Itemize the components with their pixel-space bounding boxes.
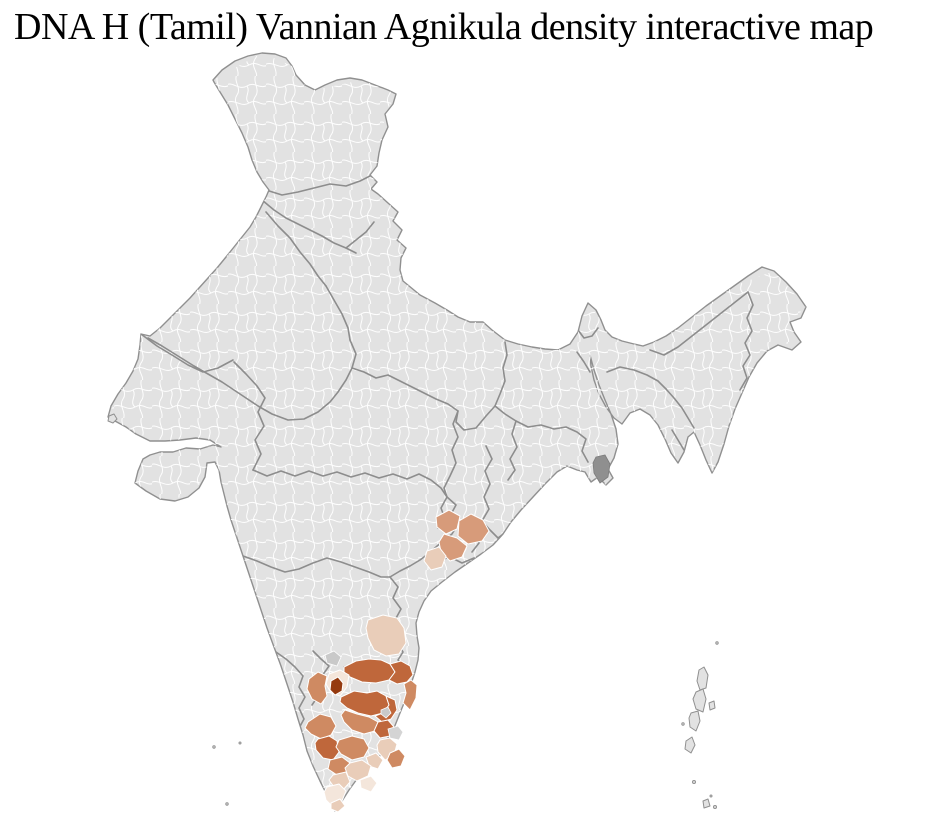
- district-shape[interactable]: [438, 533, 468, 562]
- district-shape[interactable]: [359, 775, 378, 793]
- district-shape[interactable]: [365, 614, 407, 657]
- island[interactable]: [696, 666, 709, 691]
- island[interactable]: [212, 745, 216, 749]
- gray-district-patch[interactable]: [387, 725, 404, 741]
- island[interactable]: [238, 741, 242, 745]
- district-shape[interactable]: [402, 679, 418, 711]
- highlight-districts: [304, 509, 490, 813]
- delta-dark-patch: [592, 454, 611, 484]
- island[interactable]: [715, 641, 719, 645]
- district-shape[interactable]: [344, 759, 372, 782]
- page-title: DNA H (Tamil) Vannian Agnikula density i…: [14, 6, 874, 48]
- district-shape[interactable]: [306, 671, 328, 705]
- island[interactable]: [107, 413, 118, 424]
- district-shape[interactable]: [423, 546, 447, 571]
- district-shape[interactable]: [335, 735, 370, 761]
- island[interactable]: [692, 688, 707, 713]
- island[interactable]: [692, 780, 696, 784]
- gray-district-patch[interactable]: [380, 706, 392, 719]
- island[interactable]: [702, 798, 711, 809]
- district-shape[interactable]: [457, 513, 490, 545]
- island[interactable]: [708, 700, 716, 711]
- district-shape[interactable]: [386, 748, 406, 769]
- island[interactable]: [713, 805, 717, 809]
- district-shape[interactable]: [329, 676, 344, 696]
- neutral-patches: [324, 454, 611, 741]
- district-shape[interactable]: [435, 509, 461, 535]
- district-shape[interactable]: [304, 713, 337, 740]
- island-chains: [107, 413, 719, 809]
- district-shape[interactable]: [340, 709, 379, 735]
- island[interactable]: [684, 736, 696, 754]
- district-shape[interactable]: [330, 798, 346, 813]
- island[interactable]: [681, 722, 685, 726]
- gray-district-patch[interactable]: [324, 650, 342, 667]
- island[interactable]: [709, 794, 713, 798]
- island[interactable]: [225, 802, 229, 806]
- island[interactable]: [688, 710, 701, 732]
